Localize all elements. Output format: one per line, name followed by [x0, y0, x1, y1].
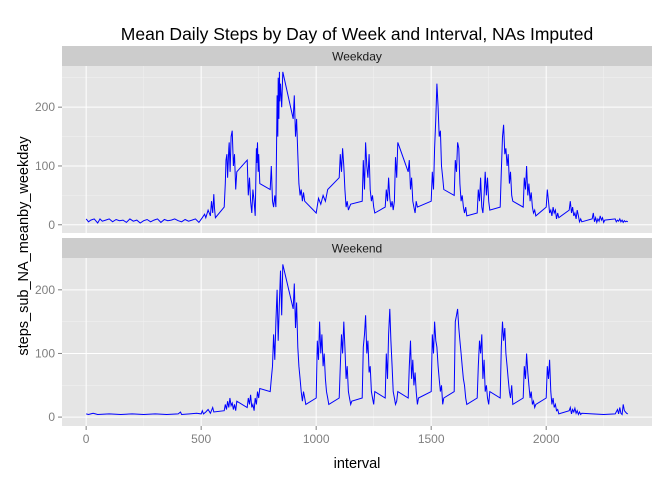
- y-axis-weekend: 0 100 200: [35, 283, 62, 424]
- y-tick-label: 200: [35, 100, 55, 114]
- x-tick-label: 1500: [418, 432, 445, 446]
- x-axis: 0 500 1000 1500 2000: [83, 426, 560, 446]
- x-tick-label: 500: [191, 432, 211, 446]
- y-tick-label: 100: [35, 346, 55, 360]
- chart-title: Mean Daily Steps by Day of Week and Inte…: [121, 24, 593, 44]
- plot-area-weekday: [62, 66, 652, 233]
- series-line-weekday: [85, 71, 629, 225]
- y-tick-label: 200: [35, 283, 55, 297]
- y-tick-label: 0: [48, 218, 55, 232]
- strip-label-weekend: Weekend: [332, 242, 382, 256]
- strip-label-weekday: Weekday: [332, 50, 382, 64]
- x-tick-label: 1000: [303, 432, 330, 446]
- gridlines-weekend: [62, 258, 652, 426]
- plot-area-weekend: [62, 258, 652, 426]
- panel-weekday: Weekday 0 100 200: [35, 46, 652, 233]
- x-tick-label: 0: [83, 432, 90, 446]
- strip-weekday: [62, 46, 652, 66]
- x-axis-title: interval: [334, 456, 381, 472]
- y-tick-label: 0: [48, 410, 55, 424]
- strip-weekend: [62, 238, 652, 258]
- panel-weekend: Weekend 0 100 200: [35, 238, 652, 426]
- y-axis-title: steps_sub_NA_meanby_weekday: [16, 136, 32, 356]
- y-axis-weekday: 0 100 200: [35, 100, 62, 232]
- y-tick-label: 100: [35, 159, 55, 173]
- gridlines-weekday: [62, 66, 652, 233]
- series-line-weekend: [86, 264, 629, 416]
- x-tick-label: 2000: [533, 432, 560, 446]
